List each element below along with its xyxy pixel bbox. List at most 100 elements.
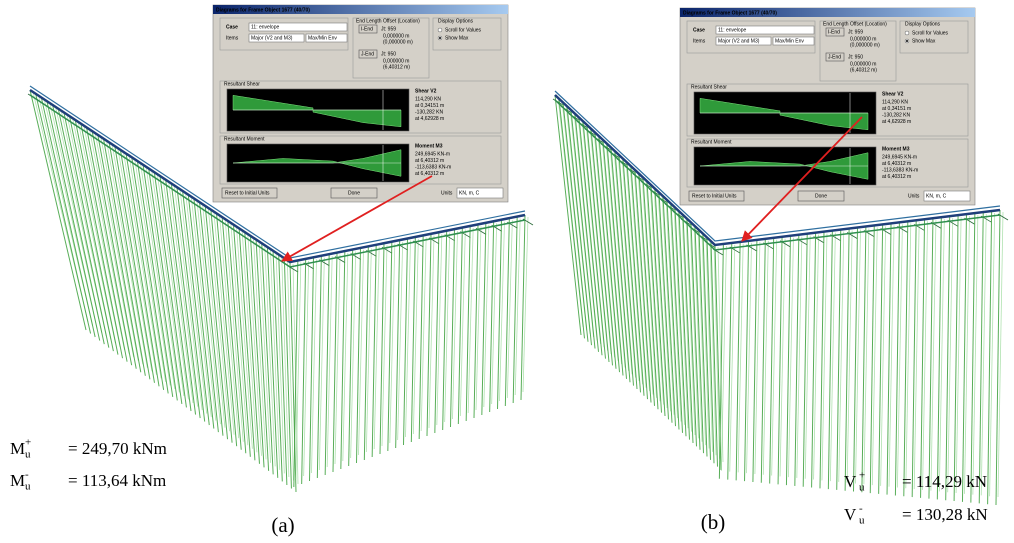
done-button[interactable] [330, 187, 378, 199]
result-subscript: u [25, 481, 31, 493]
moment-value: at 6,40312 m [415, 158, 444, 164]
column [266, 247, 279, 478]
column-envelope [230, 222, 249, 446]
beam [29, 94, 526, 268]
column [379, 243, 385, 455]
done-button[interactable] [797, 190, 845, 202]
display-group [432, 17, 502, 51]
column [148, 168, 183, 405]
column [426, 233, 432, 437]
column-envelope [83, 125, 130, 354]
column-envelope [373, 246, 380, 450]
column [698, 229, 708, 457]
column [690, 222, 701, 450]
column-envelope [701, 231, 710, 449]
column [970, 213, 976, 503]
shear-value: at 4,62928 m [415, 116, 444, 122]
done-label: Done [348, 190, 360, 196]
column [777, 236, 783, 485]
offset-title: End Length Offset (Location) [823, 21, 887, 27]
column [894, 222, 900, 496]
column-envelope [888, 225, 895, 487]
column-envelope [258, 241, 272, 463]
column [442, 230, 448, 431]
column-envelope [621, 156, 640, 382]
column [785, 235, 791, 486]
column-envelope [863, 228, 870, 485]
frame-model [552, 90, 1009, 506]
column [861, 226, 867, 493]
reset-button[interactable] [221, 187, 278, 199]
column-envelope [930, 220, 937, 491]
column [702, 233, 711, 460]
column [574, 113, 599, 352]
reset-button[interactable] [688, 190, 745, 202]
column [646, 181, 662, 413]
column-envelope [66, 114, 116, 344]
column-envelope [645, 179, 661, 402]
column-envelope [665, 198, 678, 419]
moment-name: Moment M3 [882, 146, 910, 152]
column [387, 241, 393, 452]
column [920, 219, 926, 498]
units-dropdown[interactable] [923, 190, 971, 202]
column [125, 153, 165, 390]
column [911, 220, 917, 498]
column [301, 258, 307, 485]
column-envelope [821, 233, 828, 481]
column-envelope [980, 214, 987, 496]
i-joint: Jt: 959 [848, 29, 863, 35]
result-subscript: u [859, 515, 865, 527]
moment-value: at 6,40312 m [882, 174, 911, 180]
column [210, 209, 233, 443]
j-location: (6,40312 m) [850, 67, 877, 73]
column [283, 258, 292, 489]
column-envelope [625, 160, 643, 385]
column-envelope [653, 186, 668, 409]
column-envelope [629, 164, 647, 388]
column [40, 97, 96, 338]
units-dropdown[interactable] [456, 187, 504, 199]
units-label: Units [908, 193, 920, 199]
column [853, 227, 858, 492]
items-dropdown [248, 33, 305, 43]
case-dropdown [715, 25, 815, 35]
result-symbol: V [844, 505, 857, 524]
column [674, 207, 687, 437]
items-label: Items [226, 35, 239, 41]
result-superscript: - [25, 469, 29, 481]
result-value: = 130,28 kN [902, 505, 988, 524]
moment-value: -113,6383 KN-m [415, 164, 451, 170]
column [46, 101, 101, 341]
j-location: (6,40312 m) [383, 64, 410, 70]
column-envelope [365, 248, 372, 453]
column [356, 247, 361, 464]
red-arrow [741, 116, 863, 242]
column-envelope [202, 204, 226, 428]
result-value: = 249,70 kNm [68, 439, 167, 458]
column [961, 214, 967, 502]
column-envelope [185, 192, 212, 418]
column-envelope [905, 223, 912, 489]
column [86, 127, 133, 366]
column [618, 154, 638, 390]
column-envelope [955, 217, 962, 494]
j-end-button [825, 52, 845, 62]
frame-model [27, 85, 534, 493]
column [827, 230, 833, 490]
case-dropdown [248, 22, 348, 32]
column-envelope [475, 226, 482, 411]
shear-value: -130,282 KN [415, 109, 443, 115]
column-envelope [389, 243, 396, 444]
column [650, 184, 666, 417]
column [395, 240, 401, 449]
column-envelope [617, 153, 636, 378]
column-envelope [190, 196, 217, 421]
column-envelope [762, 240, 769, 475]
column-envelope [641, 175, 657, 398]
column [614, 151, 634, 386]
column [289, 261, 297, 493]
column-envelope [264, 245, 276, 467]
column [193, 198, 219, 433]
